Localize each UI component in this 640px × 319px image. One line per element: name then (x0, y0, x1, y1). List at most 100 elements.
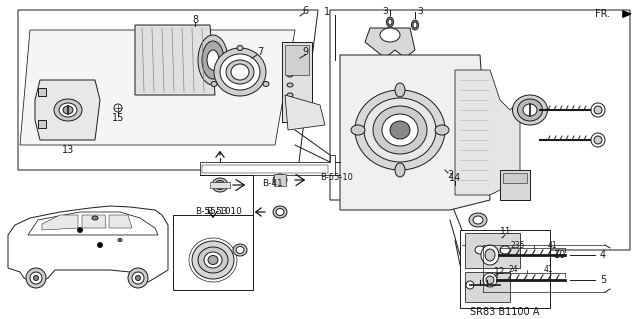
Bar (274, 174, 286, 186)
Polygon shape (35, 80, 100, 140)
Ellipse shape (485, 249, 495, 261)
Text: B-55-10: B-55-10 (320, 174, 353, 182)
Polygon shape (8, 206, 168, 282)
Ellipse shape (54, 99, 82, 121)
Text: 11: 11 (500, 227, 512, 236)
Text: 3: 3 (382, 8, 388, 17)
Polygon shape (455, 70, 520, 195)
Ellipse shape (114, 104, 122, 112)
Polygon shape (109, 215, 132, 228)
Ellipse shape (473, 216, 483, 224)
Text: 6: 6 (302, 6, 308, 16)
Ellipse shape (211, 81, 217, 86)
Bar (282, 42, 312, 122)
Ellipse shape (591, 133, 605, 147)
Ellipse shape (26, 268, 46, 288)
Text: 24: 24 (508, 265, 518, 275)
Ellipse shape (231, 64, 249, 80)
Ellipse shape (276, 209, 284, 216)
Bar (202, 165, 328, 173)
Text: 41: 41 (543, 265, 553, 275)
Ellipse shape (214, 48, 266, 96)
Ellipse shape (395, 83, 405, 97)
Ellipse shape (413, 22, 417, 28)
Ellipse shape (198, 247, 228, 273)
Ellipse shape (287, 73, 293, 77)
Text: 235: 235 (511, 241, 525, 249)
Ellipse shape (395, 163, 405, 177)
Text: 1: 1 (324, 7, 330, 17)
Text: B-55-10: B-55-10 (195, 206, 231, 216)
Text: 10: 10 (554, 250, 566, 260)
Ellipse shape (500, 246, 510, 254)
Bar (503, 173, 527, 183)
Ellipse shape (287, 103, 293, 107)
Ellipse shape (513, 95, 547, 125)
Ellipse shape (33, 276, 38, 280)
Ellipse shape (263, 81, 269, 86)
Ellipse shape (287, 53, 293, 57)
Ellipse shape (364, 98, 436, 162)
Bar (38, 88, 46, 96)
Ellipse shape (226, 60, 254, 84)
Ellipse shape (276, 176, 284, 183)
Polygon shape (28, 212, 158, 235)
Ellipse shape (77, 227, 83, 233)
Ellipse shape (483, 273, 497, 287)
Ellipse shape (136, 276, 141, 280)
Ellipse shape (236, 247, 244, 254)
Bar (285, 45, 309, 75)
Ellipse shape (217, 182, 223, 188)
Ellipse shape (355, 90, 445, 170)
Text: 15: 15 (112, 113, 124, 123)
Bar (500, 170, 530, 200)
Ellipse shape (287, 83, 293, 87)
Ellipse shape (469, 213, 487, 227)
Bar (210, 182, 230, 188)
Ellipse shape (237, 46, 243, 50)
Ellipse shape (192, 241, 234, 279)
Text: 9: 9 (302, 47, 308, 57)
Ellipse shape (220, 54, 260, 90)
Ellipse shape (466, 281, 474, 289)
Ellipse shape (287, 63, 293, 67)
Ellipse shape (388, 19, 392, 25)
Ellipse shape (382, 114, 418, 146)
Ellipse shape (208, 256, 218, 264)
Polygon shape (82, 215, 106, 228)
Text: 7: 7 (257, 47, 263, 57)
Bar (465, 233, 520, 268)
Polygon shape (340, 55, 490, 210)
Polygon shape (365, 28, 415, 58)
Ellipse shape (30, 272, 42, 284)
Ellipse shape (212, 178, 228, 192)
Ellipse shape (92, 216, 98, 220)
Text: B-41: B-41 (262, 180, 283, 189)
Ellipse shape (128, 268, 148, 288)
Text: 12: 12 (494, 268, 506, 277)
Text: SR83 B1100 A: SR83 B1100 A (470, 307, 540, 317)
Text: 5: 5 (600, 275, 606, 285)
Text: B 53 10: B 53 10 (207, 206, 242, 216)
Ellipse shape (518, 99, 543, 121)
Polygon shape (330, 10, 630, 250)
Ellipse shape (390, 121, 410, 139)
Bar (465, 272, 510, 302)
Ellipse shape (594, 106, 602, 114)
Text: 14: 14 (449, 173, 461, 183)
Ellipse shape (373, 106, 427, 154)
Ellipse shape (475, 246, 485, 254)
Ellipse shape (380, 28, 400, 42)
Ellipse shape (273, 174, 287, 186)
Ellipse shape (481, 245, 499, 265)
Bar (173, 215, 253, 290)
Ellipse shape (412, 20, 419, 30)
Ellipse shape (486, 276, 494, 284)
Ellipse shape (198, 35, 228, 85)
Ellipse shape (594, 136, 602, 144)
Polygon shape (285, 95, 325, 130)
Ellipse shape (591, 103, 605, 117)
Ellipse shape (215, 181, 225, 189)
Text: 2: 2 (447, 170, 453, 180)
Polygon shape (135, 25, 215, 95)
